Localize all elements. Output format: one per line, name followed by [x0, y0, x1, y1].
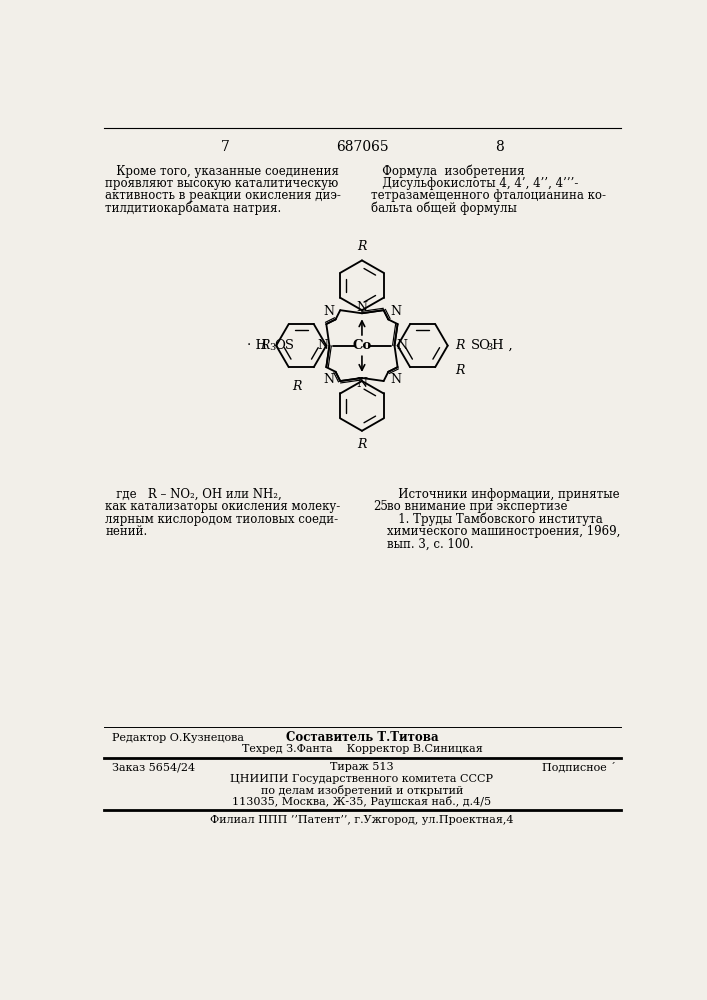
Text: Редактор О.Кузнецова: Редактор О.Кузнецова [112, 733, 244, 743]
Text: как катализаторы окисления молеку-: как катализаторы окисления молеку- [105, 500, 341, 513]
Text: N: N [356, 301, 368, 314]
Text: N: N [390, 305, 401, 318]
Text: · H: · H [247, 339, 267, 352]
Text: Тираж 513: Тираж 513 [330, 762, 394, 772]
Text: 3: 3 [269, 343, 276, 352]
Text: Заказ 5654/24: Заказ 5654/24 [112, 762, 194, 772]
Text: лярным кислородом тиоловых соеди-: лярным кислородом тиоловых соеди- [105, 513, 339, 526]
Text: 7: 7 [221, 140, 230, 154]
Text: Техред З.Фанта    Корректор В.Синицкая: Техред З.Фанта Корректор В.Синицкая [242, 744, 482, 754]
Text: бальта общей формулы: бальта общей формулы [371, 202, 517, 215]
Text: N: N [323, 305, 334, 318]
Text: SO: SO [471, 339, 491, 352]
Text: 1. Труды Тамбовского института: 1. Труды Тамбовского института [387, 513, 602, 526]
Text: Подписное ´: Подписное ´ [542, 762, 615, 773]
Text: OS: OS [274, 339, 294, 352]
Text: где   R – NO₂, OH или NH₂,: где R – NO₂, OH или NH₂, [105, 488, 282, 501]
Text: N: N [317, 339, 328, 352]
Text: проявляют высокую каталитическую: проявляют высокую каталитическую [105, 177, 339, 190]
Text: активность в реакции окисления диэ-: активность в реакции окисления диэ- [105, 189, 341, 202]
Text: нений.: нений. [105, 525, 148, 538]
Text: 3: 3 [486, 343, 493, 352]
Text: R: R [260, 339, 269, 352]
Text: R: R [455, 364, 464, 377]
Text: Кроме того, указанные соединения: Кроме того, указанные соединения [105, 165, 339, 178]
Text: R: R [357, 438, 367, 451]
Text: 25: 25 [373, 500, 388, 513]
Text: N: N [396, 339, 407, 352]
Text: N: N [356, 377, 368, 390]
Text: 8: 8 [495, 140, 503, 154]
Text: R: R [357, 240, 367, 253]
Text: R: R [455, 339, 464, 352]
Text: тетразамещенного фталоцианина ко-: тетразамещенного фталоцианина ко- [371, 189, 606, 202]
Text: 687065: 687065 [336, 140, 388, 154]
Text: N: N [323, 373, 334, 386]
Text: по делам изобретений и открытий: по делам изобретений и открытий [261, 785, 463, 796]
Text: Филиал ППП ’’Патент’’, г.Ужгород, ул.Проектная,4: Филиал ППП ’’Патент’’, г.Ужгород, ул.Про… [210, 815, 514, 825]
Text: Co: Co [352, 339, 372, 352]
Text: Формула  изобретения: Формула изобретения [371, 165, 525, 178]
Text: вып. 3, с. 100.: вып. 3, с. 100. [387, 537, 474, 550]
Text: химического машиностроения, 1969,: химического машиностроения, 1969, [387, 525, 620, 538]
Text: ЦНИИПИ Государственного комитета СССР: ЦНИИПИ Государственного комитета СССР [230, 774, 493, 784]
Text: H: H [491, 339, 503, 352]
Text: тилдитиокарбамата натрия.: тилдитиокарбамата натрия. [105, 202, 281, 215]
Text: Составитель Т.Титова: Составитель Т.Титова [286, 731, 438, 744]
Text: N: N [390, 373, 401, 386]
Text: Дисульфокислоты 4, 4’, 4’’, 4’’’-: Дисульфокислоты 4, 4’, 4’’, 4’’’- [371, 177, 578, 190]
Text: ,: , [501, 339, 513, 352]
Text: во внимание при экспертизе: во внимание при экспертизе [387, 500, 567, 513]
Text: Источники информации, принятые: Источники информации, принятые [387, 488, 619, 501]
Text: 113035, Москва, Ж-35, Раушская наб., д.4/5: 113035, Москва, Ж-35, Раушская наб., д.4… [233, 796, 491, 807]
Text: R: R [293, 380, 302, 393]
